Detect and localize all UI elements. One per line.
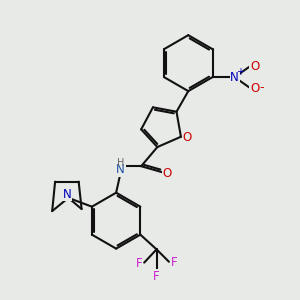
Text: F: F: [171, 256, 178, 269]
Text: N: N: [230, 70, 239, 84]
Text: N: N: [116, 163, 125, 176]
Text: N: N: [62, 188, 71, 201]
Text: H: H: [117, 158, 124, 168]
Text: -: -: [260, 82, 264, 94]
Text: F: F: [153, 270, 160, 283]
Text: +: +: [236, 67, 244, 77]
Text: O: O: [163, 167, 172, 180]
Text: O: O: [183, 131, 192, 144]
Text: F: F: [136, 257, 142, 270]
Text: O: O: [250, 82, 259, 94]
Text: O: O: [250, 60, 259, 73]
